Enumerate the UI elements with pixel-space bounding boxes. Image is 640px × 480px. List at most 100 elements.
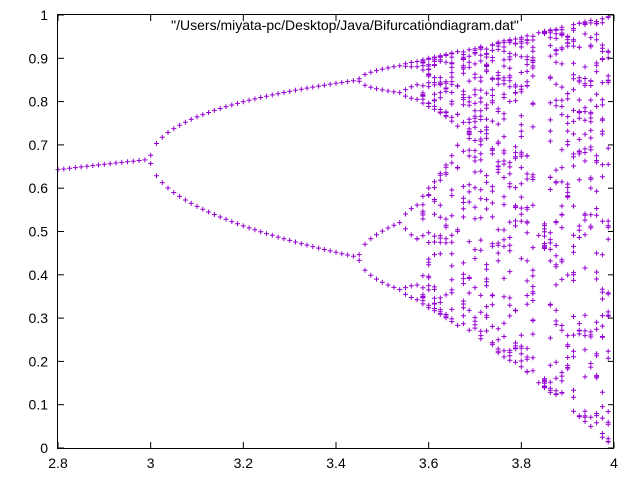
- data-point-column: [437, 53, 443, 317]
- data-point-column: [426, 55, 432, 311]
- data-point-column: [547, 27, 553, 395]
- data-point-column: [223, 104, 229, 222]
- data-point-column: [217, 106, 223, 220]
- data-point-column: [414, 59, 420, 303]
- data-point-column: [293, 87, 298, 245]
- y-tick-label: 0.3: [29, 310, 49, 326]
- data-point-column: [246, 97, 252, 231]
- data-point-column: [605, 14, 611, 445]
- data-point-column: [264, 93, 269, 237]
- data-point-column: [559, 24, 565, 396]
- data-point-column: [281, 90, 287, 242]
- data-point-column: [582, 19, 588, 424]
- data-point-column: [368, 69, 374, 278]
- y-tick-label: 0.2: [29, 353, 49, 369]
- data-point-column: [350, 78, 356, 259]
- data-point-column: [229, 102, 235, 225]
- data-point-column: [194, 114, 200, 209]
- data-point-column: [84, 163, 90, 169]
- data-point-column: [472, 46, 478, 331]
- data-point-column: [356, 76, 362, 263]
- x-tick-label: 3.2: [234, 455, 254, 471]
- legend-label: "/Users/miyata-pc/Desktop/Java/Bifurcati…: [171, 17, 519, 33]
- data-point-column: [466, 47, 472, 333]
- data-point-column: [298, 86, 304, 247]
- data-point-column: [513, 36, 518, 365]
- data-point-column: [489, 42, 495, 348]
- x-tick-label: 3.4: [326, 455, 346, 471]
- data-point-column: [240, 99, 246, 229]
- data-point-column: [177, 122, 183, 199]
- data-point-column: [501, 38, 507, 360]
- x-tick-label: 2.8: [48, 455, 68, 471]
- y-tick-label: 0.8: [29, 94, 49, 110]
- y-tick-label: 0.9: [29, 50, 49, 66]
- data-point-column: [78, 164, 84, 170]
- y-tick-label: 1: [40, 7, 48, 23]
- data-point-column: [536, 30, 542, 386]
- data-point-column: [455, 49, 461, 328]
- data-point-column: [130, 158, 136, 164]
- data-point-column: [391, 64, 397, 290]
- data-point-column: [420, 57, 426, 307]
- data-point-column: [374, 68, 379, 282]
- x-tick-label: 3: [147, 455, 155, 471]
- x-tick-label: 3.8: [512, 455, 532, 471]
- x-axis: 2.8 3 3.2 3.4 3.6 3.8 4: [48, 15, 618, 471]
- data-point-column: [397, 63, 403, 293]
- data-point-column: [252, 96, 258, 233]
- data-point-column: [148, 152, 154, 166]
- data-point-column: [211, 107, 217, 217]
- data-point-column: [287, 88, 293, 243]
- data-point-column: [530, 33, 536, 374]
- data-point-column: [333, 80, 339, 255]
- data-point-column: [154, 141, 159, 179]
- data-point-column: [362, 72, 368, 273]
- data-point-column: [304, 85, 310, 248]
- data-point-column: [484, 46, 490, 334]
- data-point-column: [576, 20, 582, 420]
- y-tick-label: 0.4: [29, 267, 49, 283]
- x-tick-label: 3.6: [419, 455, 439, 471]
- data-point-column: [235, 100, 240, 227]
- data-point-column: [107, 161, 113, 167]
- data-point-column: [327, 81, 333, 254]
- data-point-column: [159, 134, 165, 186]
- data-point-column: [345, 79, 351, 258]
- data-point-column: [269, 92, 275, 238]
- data-point-column: [171, 126, 177, 195]
- data-point-column: [524, 33, 530, 375]
- data-point-column: [542, 28, 547, 391]
- data-point-column: [182, 119, 188, 203]
- data-point-column: [275, 91, 281, 240]
- data-point-column: [432, 54, 437, 314]
- plot-frame: [57, 14, 614, 449]
- data-point-column: [408, 60, 414, 300]
- data-point-column: [565, 33, 571, 372]
- data-point-column: [478, 44, 484, 342]
- data-point-column: [594, 19, 600, 426]
- y-tick-label: 0.6: [29, 180, 49, 196]
- data-point-column: [188, 116, 194, 206]
- data-point-column: [599, 16, 605, 440]
- data-point-column: [495, 39, 501, 356]
- data-point-column: [553, 26, 559, 398]
- data-points: [56, 14, 611, 445]
- data-point-column: [96, 162, 101, 168]
- data-point-column: [258, 95, 264, 235]
- y-axis: 0 0.1 0.2 0.3 0.4 0.5 0.6 0.7 0.8 0.9 1: [29, 7, 614, 456]
- data-point-column: [136, 158, 142, 163]
- y-tick-label: 0.5: [29, 224, 49, 240]
- data-point-column: [321, 82, 327, 252]
- data-point-column: [339, 80, 345, 257]
- data-point-column: [61, 166, 67, 172]
- data-point-column: [460, 49, 466, 327]
- data-point-column: [310, 84, 316, 250]
- data-point-column: [507, 37, 513, 363]
- data-point-column: [316, 83, 322, 251]
- data-point-column: [101, 161, 107, 167]
- data-point-column: [142, 157, 148, 163]
- data-point-column: [518, 35, 524, 370]
- data-point-column: [72, 165, 78, 171]
